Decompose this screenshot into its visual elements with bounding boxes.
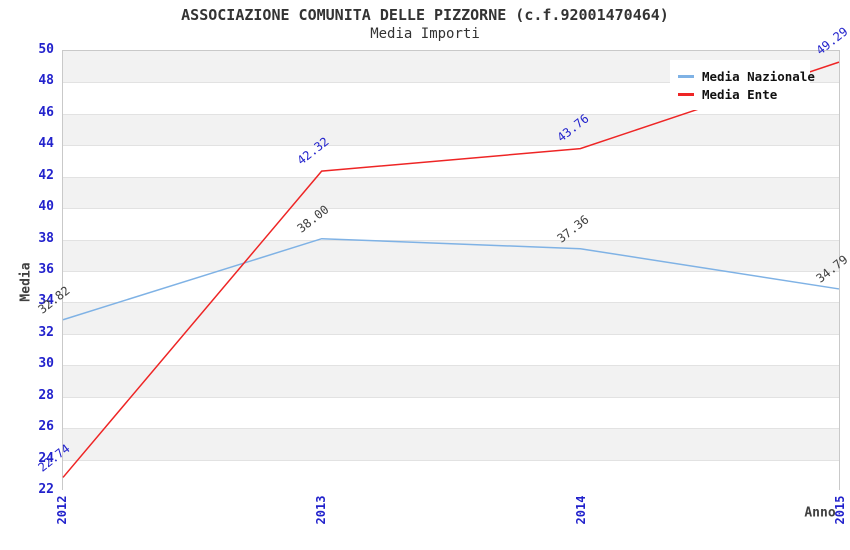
plot-band: [63, 208, 839, 240]
series-line-media-nazionale: [62, 237, 840, 321]
legend: Media Nazionale Media Ente: [670, 60, 815, 110]
legend-item-media-ente: Media Ente: [678, 86, 804, 102]
y-tick-label: 46: [38, 104, 54, 120]
plot-band: [63, 271, 839, 303]
legend-swatch-red-line-icon: [678, 92, 694, 96]
y-tick-label: 36: [38, 262, 54, 277]
plot-band: [63, 365, 839, 397]
plot-band: [63, 145, 839, 177]
series-lines: [62, 61, 840, 478]
plot-band: [63, 176, 839, 209]
y-tick-label: 44: [38, 136, 54, 152]
legend-swatch-blue-line-icon: [678, 74, 694, 78]
plot-band: [63, 302, 839, 334]
y-tick-label: 42: [38, 167, 54, 183]
plot-band: [63, 428, 839, 460]
series-line-media-ente: [62, 61, 840, 478]
x-tick-label: 2012: [55, 495, 69, 525]
y-tick-label: 28: [38, 387, 54, 403]
y-tick-label: 24: [38, 450, 54, 466]
plot-area: [62, 50, 840, 491]
y-tick-label: 32: [38, 324, 54, 340]
legend-label: Media Nazionale: [702, 68, 815, 84]
x-tick-label: 2014: [573, 495, 588, 525]
plot-band: [63, 396, 839, 429]
y-tick-label: 34: [38, 293, 54, 309]
x-tick-label: 2013: [314, 495, 329, 525]
plot-band: [63, 113, 839, 146]
y-tick-label: 50: [38, 42, 54, 57]
y-tick-label: 26: [38, 419, 54, 435]
x-axis-title: Anno: [804, 505, 836, 521]
plot-band: [63, 459, 839, 491]
y-tick-label: 30: [38, 356, 54, 372]
y-tick-label: 48: [38, 73, 54, 89]
y-tick-label: 40: [38, 199, 54, 215]
y-tick-label: 22: [38, 482, 54, 497]
legend-label: Media Ente: [702, 86, 778, 102]
x-tick-label: 2015: [833, 495, 847, 525]
plot-band: [63, 333, 839, 366]
legend-item-media-nazionale: Media Nazionale: [678, 68, 815, 84]
chart-subtitle: Media Importi: [370, 26, 480, 42]
plot-band: [63, 239, 839, 271]
chart-title: ASSOCIAZIONE COMUNITA DELLE PIZZORNE (c.…: [181, 6, 669, 24]
y-tick-label: 38: [38, 230, 54, 246]
